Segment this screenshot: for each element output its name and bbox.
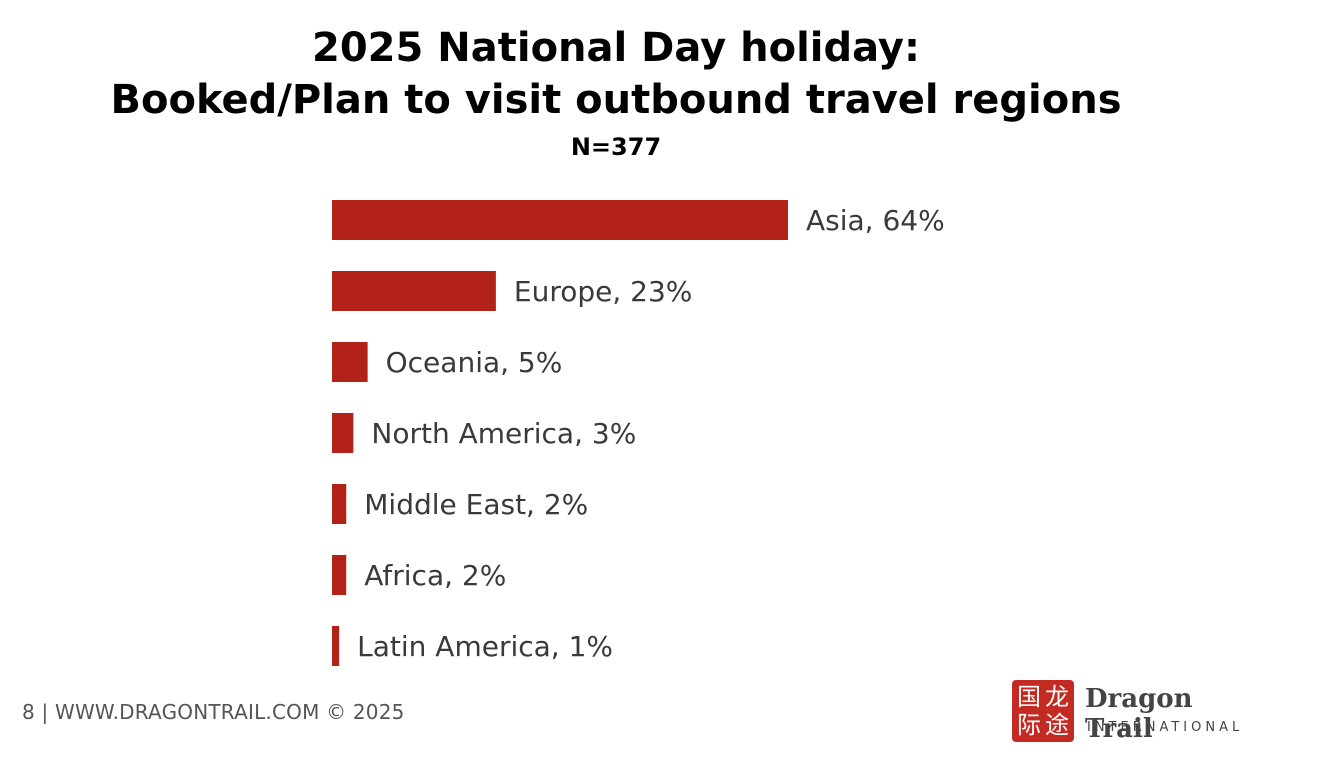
bar-oceania [332,342,368,382]
bar-africa [332,555,347,595]
data-label: Asia, 64% [806,204,945,237]
title-line-2: Booked/Plan to visit outbound travel reg… [110,77,1122,123]
seal-char: 途 [1045,711,1069,739]
bar-middle-east [332,484,347,524]
data-label: Latin America, 1% [357,630,613,663]
data-label: North America, 3% [371,417,636,450]
logo-subtitle: INTERNATIONAL [1087,720,1244,735]
bar-chart: Asia, 64% Europe, 23% Oceania, 5% North Ame… [332,200,945,666]
seal-char: 国 [1017,683,1041,711]
data-label: Europe, 23% [514,275,693,308]
bar-north-america [332,413,354,453]
sample-size: N=377 [570,133,662,161]
seal-char: 际 [1017,711,1041,739]
seal-char: 龙 [1045,683,1069,711]
chart-title: 2025 National Day holiday: Booked/Plan t… [0,22,1232,126]
bar-europe [332,271,496,311]
data-label: Africa, 2% [364,559,506,592]
title-line-1: 2025 National Day holiday: [312,25,920,71]
dragon-trail-logo: 国 龙 际 途 Dragon Trail INTERNATIONAL [1012,680,1262,744]
bar-latin-america [332,626,340,666]
bar-asia [332,200,788,240]
data-label: Oceania, 5% [386,346,563,379]
seal-icon: 国 龙 际 途 [1012,680,1074,742]
data-label: Middle East, 2% [364,488,588,521]
logo-name: Dragon Trail [1085,684,1193,744]
footer-text: 8 | WWW.DRAGONTRAIL.COM © 2025 [22,700,405,724]
